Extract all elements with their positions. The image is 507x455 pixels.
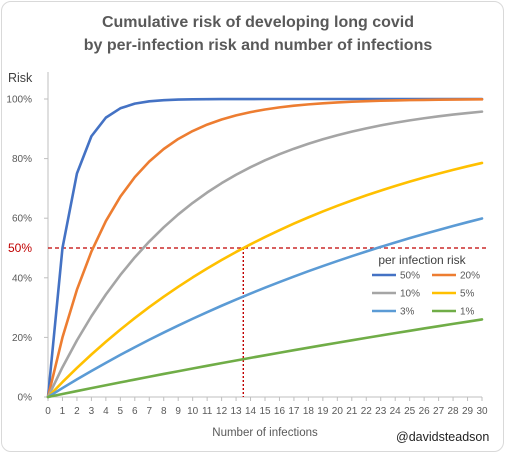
axes: 0%20%40%60%80%100%0 1 2 3 4 5 6 7 8 9 10 11 12 13 14 15… xyxy=(6,72,488,417)
series-line-1pct xyxy=(46,318,484,399)
legend-label: 50% xyxy=(400,271,420,282)
x-tick-label: 4 xyxy=(103,406,109,417)
x-tick-label: 29 xyxy=(462,406,474,417)
x-tick-label: 1 xyxy=(60,406,66,417)
x-tick-label: 30 xyxy=(476,406,488,417)
x-tick-label: 6 xyxy=(132,406,138,417)
y-tick-label: 20% xyxy=(12,333,32,344)
x-tick-label: 11 xyxy=(202,406,213,417)
x-tick-label: 17 xyxy=(288,406,300,417)
x-tick-label: 28 xyxy=(448,406,460,417)
x-tick-label: 7 xyxy=(146,406,152,417)
author-credit: @davidsteadson xyxy=(396,430,489,444)
x-tick-label: 22 xyxy=(361,406,373,417)
x-tick-label: 8 xyxy=(161,406,167,417)
x-tick-label: 20 xyxy=(332,406,344,417)
x-tick-label: 21 xyxy=(346,406,358,417)
legend-title: per infection risk xyxy=(378,253,466,267)
y-tick-label: 80% xyxy=(12,154,32,165)
x-tick-label: 27 xyxy=(433,406,445,417)
chart-title-line-2: by per-infection risk and number of infe… xyxy=(84,37,433,54)
x-axis-label: Number of infections xyxy=(212,427,318,439)
y-tick-label: 100% xyxy=(6,95,32,106)
x-tick-label: 15 xyxy=(259,406,271,417)
legend-label: 20% xyxy=(460,271,480,282)
series-line-3pct xyxy=(46,217,484,399)
reference-line-label: 50% xyxy=(8,241,32,255)
x-tick-label: 13 xyxy=(231,406,243,417)
series-line-20pct xyxy=(46,98,484,399)
y-tick-label: 60% xyxy=(12,214,32,225)
series-line-5pct xyxy=(46,161,484,399)
y-tick-label: 40% xyxy=(12,273,32,284)
x-tick-label: 10 xyxy=(187,406,199,417)
legend-label: 3% xyxy=(400,307,415,318)
x-tick-label: 23 xyxy=(375,406,387,417)
legend-label: 10% xyxy=(400,289,420,300)
x-tick-label: 25 xyxy=(404,406,416,417)
x-tick-label: 5 xyxy=(118,406,124,417)
x-tick-label: 3 xyxy=(89,406,95,417)
series-lines xyxy=(46,97,484,399)
x-tick-label: 24 xyxy=(390,406,402,417)
series-line-10pct xyxy=(46,110,484,399)
x-tick-label: 26 xyxy=(419,406,431,417)
reference-lines: 50% xyxy=(8,241,486,397)
x-tick-label: 14 xyxy=(245,406,257,417)
y-axis-label: Risk xyxy=(8,71,33,85)
x-tick-label: 16 xyxy=(274,406,286,417)
legend-label: 5% xyxy=(460,289,475,300)
legend: per infection risk 50% 20% 10% 5% 3% 1% xyxy=(372,253,480,318)
x-tick-label: 18 xyxy=(303,406,315,417)
y-tick-label: 0% xyxy=(18,393,33,404)
x-tick-label: 12 xyxy=(216,406,228,417)
legend-label: 1% xyxy=(460,307,475,318)
x-tick-label: 2 xyxy=(74,406,80,417)
x-tick-label: 19 xyxy=(317,406,329,417)
x-tick-label: 0 xyxy=(45,406,51,417)
chart-title-line-1: Cumulative risk of developing long covid xyxy=(102,14,414,31)
x-tick-label: 9 xyxy=(175,406,181,417)
